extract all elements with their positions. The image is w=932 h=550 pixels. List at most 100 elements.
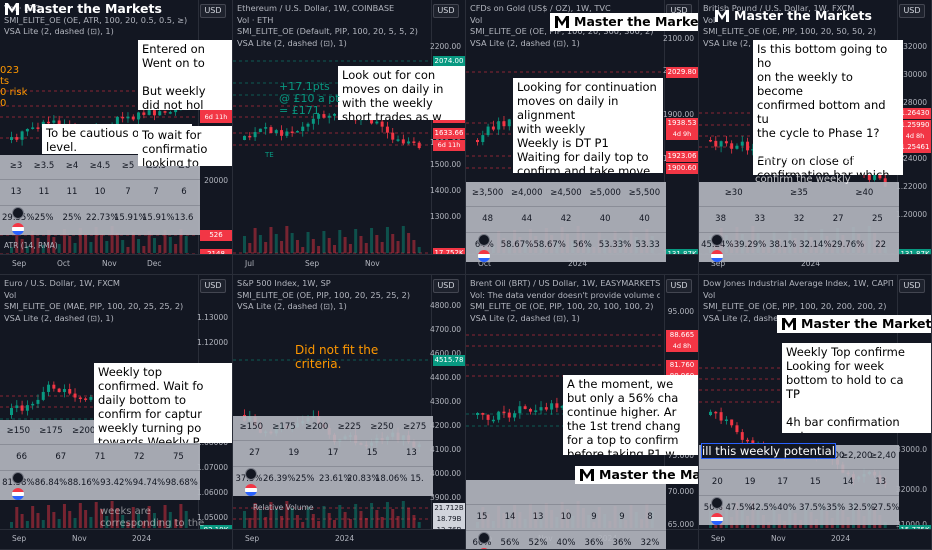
indicator-legend-line[interactable]: Vol <box>703 289 716 300</box>
chart-panel-spx[interactable]: S&P 500 Index, 1W, SP SMI_ELITE_OE (OE, P… <box>233 275 466 550</box>
symbol-title[interactable]: CFDs on Gold (US$ / OZ), 1W, TVC <box>470 3 611 13</box>
currency-button[interactable]: USD <box>200 4 226 18</box>
chart-panel-eth[interactable]: Ethereum / U.S. Dollar, 1W, COINBASE Vol … <box>233 0 466 275</box>
text-annotation[interactable]: A the moment, we but only a 56% cha cont… <box>563 375 698 455</box>
chart-panel-dji[interactable]: Dow Jones Industrial Average Index, 1W, … <box>699 275 932 550</box>
stats-cell: ≥150 <box>6 426 30 436</box>
indicator-legend-line[interactable]: Vol · BTC <box>4 3 40 13</box>
indicator-legend-line[interactable]: Vol: The data vendor doesn't provide vol… <box>470 289 660 300</box>
text-annotation[interactable]: Entered on Went on to But weekly did not… <box>138 40 232 110</box>
currency-button[interactable]: USD <box>899 279 925 293</box>
indicator-legend-line[interactable]: SMI_ELITE_OE (MAE, PIP, 100, 20, 25, 25,… <box>4 301 184 311</box>
stats-cell: 56% <box>572 240 592 250</box>
chart-legend[interactable]: Euro / U.S. Dollar, 1W, FXCM Vol SMI_ELITE… <box>4 278 194 324</box>
indicator-legend-line[interactable]: Vol · ETH <box>237 14 274 25</box>
indicator-legend-line[interactable]: SMI_ELITE_OE (OE, PIP, 100, 20, 50, 50, … <box>703 26 877 36</box>
indicator-label[interactable]: ATR (14, RMA) <box>4 241 58 250</box>
text-annotation[interactable]: Looking for continuation moves on daily … <box>513 78 663 173</box>
chart-legend[interactable]: Vol · BTC SMI_ELITE_OE (OE, ATR, 100, 20,… <box>4 3 194 38</box>
chart-legend[interactable]: Brent Oil (BRT) / US Dollar, 1W, EASYMAR… <box>470 278 660 324</box>
time-tick: Oct <box>478 259 491 268</box>
lightning-icon[interactable] <box>478 234 490 246</box>
indicator-legend-line[interactable]: Vol <box>470 14 483 25</box>
lightning-icon[interactable] <box>711 234 723 246</box>
text-annotation[interactable]: Weekly Top confirme Looking for week bot… <box>782 343 931 433</box>
currency-button[interactable]: USD <box>200 279 226 293</box>
lightning-icon[interactable] <box>12 472 24 484</box>
flag-icon[interactable] <box>478 250 490 262</box>
currency-button[interactable]: USD <box>433 279 459 293</box>
chart-panel-btc[interactable]: Vol · BTC SMI_ELITE_OE (OE, ATR, 100, 20,… <box>0 0 233 275</box>
indicator-legend-line[interactable]: VSA Lite (2, dashed (⊡), 1) <box>4 26 114 36</box>
chart-panel-gbp[interactable]: British Pound / U.S. Dollar, 1W, FXCM Vol… <box>699 0 932 275</box>
symbol-title[interactable]: Dow Jones Industrial Average Index, 1W, … <box>703 278 893 288</box>
indicator-legend-line[interactable]: VSA Lite (2, dashed (⊡), 1) <box>4 312 114 323</box>
price-tick: 1.06000 <box>196 488 228 497</box>
flag-icon[interactable] <box>478 548 490 549</box>
stats-cell: 39.29% <box>733 240 767 250</box>
flag-icon[interactable] <box>711 250 723 262</box>
chart-legend[interactable]: S&P 500 Index, 1W, SP SMI_ELITE_OE (OE, P… <box>237 278 427 313</box>
text-annotation[interactable]: To wait for confirmatio looking to <box>138 126 232 166</box>
indicator-legend-line[interactable]: VSA Lite (2, dashed (⊡), 1) <box>237 301 347 311</box>
indicator-legend-line[interactable]: SMI_ELITE_OE (OE, ATR, 100, 20, 0.5, 0.5… <box>4 14 188 25</box>
time-axis[interactable]: Jul Sep Nov <box>233 254 465 274</box>
indicator-legend-line[interactable]: SMI_ELITE_OE (Default, PIP, 100, 20, 5, … <box>237 26 418 36</box>
stats-cell: 32.5% <box>848 503 876 513</box>
currency-button[interactable]: USD <box>666 279 692 293</box>
chart-legend[interactable]: Dow Jones Industrial Average Index, 1W, … <box>703 278 893 324</box>
brand-watermark: Master the Markets <box>575 466 698 484</box>
indicator-legend-line[interactable]: VSA Lite (2, dashed (⊡), 1) <box>703 312 813 323</box>
chart-legend[interactable]: CFDs on Gold (US$ / OZ), 1W, TVC Vol SMI_E… <box>470 3 660 49</box>
chart-panel-gold[interactable]: CFDs on Gold (US$ / OZ), 1W, TVC Vol SMI_E… <box>466 0 699 275</box>
currency-button[interactable]: USD <box>899 4 925 18</box>
indicator-legend-line[interactable]: VSA Lite (2, dashed (⊡), 1) <box>237 37 347 48</box>
text-annotation[interactable]: Did not fit the criteria. <box>295 343 379 371</box>
flag-icon[interactable] <box>711 513 723 525</box>
flag-icon[interactable] <box>245 484 257 496</box>
indicator-legend-line[interactable]: Vol <box>4 289 17 300</box>
price-axis[interactable]: 2200.002000.001800.001600.001500.001400.… <box>430 0 465 259</box>
price-axis[interactable]: 4800.00 4700.00 4600.00 4400.00 4300.00 4200.… <box>429 275 465 536</box>
time-axis[interactable]: Sep Oct Nov Dec <box>0 254 232 274</box>
indicator-legend-line[interactable]: VSA Lite (2, dashed (⊡), 1) <box>470 312 580 323</box>
indicator-legend-line[interactable]: Vol <box>703 14 716 25</box>
text-annotation[interactable]: Is this bottom going to ho on the weekly… <box>753 40 903 175</box>
lightning-icon[interactable] <box>245 468 257 480</box>
lightning-icon[interactable] <box>711 497 723 509</box>
time-axis[interactable]: Sep 2024 <box>233 529 465 549</box>
indicator-legend-line[interactable]: SMI_ELITE_OE (OE, PIP, 100, 20, 300, 300… <box>470 26 654 36</box>
price-tick: 33000.0 <box>895 445 927 454</box>
chart-panel-eur[interactable]: Euro / U.S. Dollar, 1W, FXCM Vol SMI_ELITE… <box>0 275 233 550</box>
indicator-legend-line[interactable]: VSA Lite (2, dashed (⊡), 1) <box>470 37 580 48</box>
stats-cell: 40 <box>599 214 611 224</box>
flag-icon[interactable] <box>12 488 24 500</box>
currency-button[interactable]: USD <box>433 4 459 18</box>
price-label: 88.665 <box>666 330 698 341</box>
indicator-label[interactable]: Relative Volume <box>253 503 314 512</box>
price-chart[interactable] <box>233 0 432 255</box>
lightning-icon[interactable] <box>12 207 24 219</box>
price-label: 1633.66 <box>433 128 465 139</box>
symbol-title[interactable]: Brent Oil (BRT) / US Dollar, 1W, EASYMAR… <box>470 278 660 288</box>
symbol-title[interactable]: British Pound / U.S. Dollar, 1W, FXCM <box>703 3 855 13</box>
text-annotation[interactable]: Look out for con moves on daily in with … <box>338 66 465 120</box>
chart-panel-brent[interactable]: Brent Oil (BRT) / US Dollar, 1W, EASYMAR… <box>466 275 699 550</box>
lightning-icon[interactable] <box>478 532 490 544</box>
indicator-legend-line[interactable]: SMI_ELITE_OE (OE, PIP, 100, 20, 200, 200… <box>703 301 887 311</box>
chart-legend[interactable]: Ethereum / U.S. Dollar, 1W, COINBASE Vol … <box>237 3 427 49</box>
symbol-title[interactable]: S&P 500 Index, 1W, SP <box>237 278 331 288</box>
indicator-legend-line[interactable]: SMI_ELITE_OE (OE, PIP, 100, 20, 25, 25, … <box>237 289 411 300</box>
stats-cell: ≥3 <box>9 161 23 171</box>
text-annotation[interactable]: Weekly top confirmed. Wait fo daily bott… <box>94 363 232 443</box>
time-axis[interactable]: Sep Nov 2024 <box>0 529 232 549</box>
time-axis[interactable]: Sep Nov 2024 <box>699 529 931 549</box>
price-tick: 4700.00 <box>429 325 461 334</box>
flag-icon[interactable] <box>12 223 24 235</box>
symbol-title[interactable]: Ethereum / U.S. Dollar, 1W, COINBASE <box>237 3 395 13</box>
overlay-text: confirm the weekly <box>755 174 851 185</box>
text-annotation[interactable]: ill this weekly potential <box>701 443 836 459</box>
symbol-title[interactable]: Euro / U.S. Dollar, 1W, FXCM <box>4 278 120 288</box>
price-axis[interactable]: 2100.002000.001900.001800.001720.002029.… <box>663 0 698 260</box>
indicator-legend-line[interactable]: SMI_ELITE_OE (OE, PIP, 100, 20, 100, 100… <box>470 301 654 311</box>
